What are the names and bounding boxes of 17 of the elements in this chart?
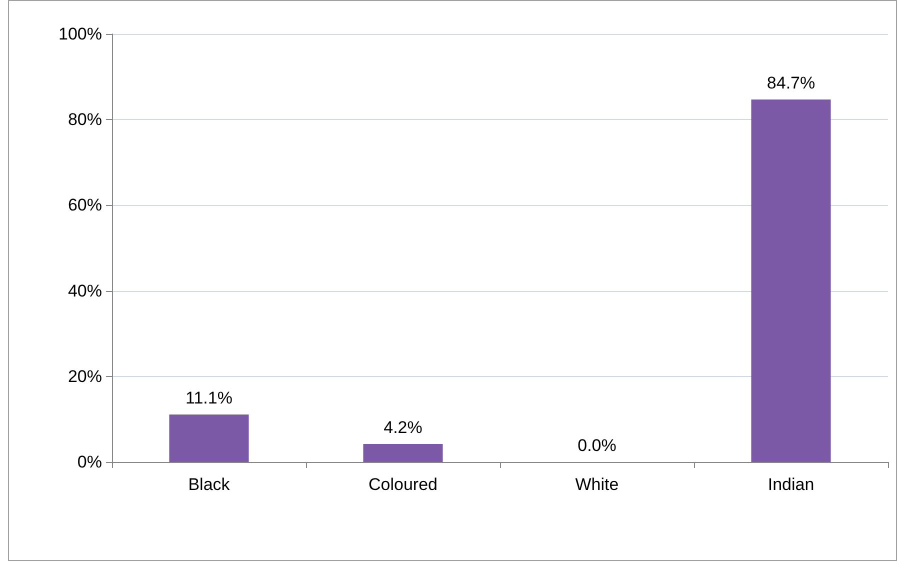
y-tick-label: 100% (58, 24, 102, 44)
data-label: 0.0% (578, 436, 616, 455)
y-tick-label: 20% (68, 366, 102, 386)
x-tick-label: Indian (768, 475, 814, 494)
data-label: 11.1% (186, 388, 232, 408)
bar (751, 99, 831, 462)
y-tick-label: 40% (68, 281, 102, 300)
x-tick-label: Black (188, 475, 230, 494)
bar (363, 444, 443, 462)
y-tick-label: 80% (68, 110, 102, 130)
bar (169, 414, 249, 462)
data-label: 84.7% (766, 73, 816, 92)
data-label: 4.2% (384, 418, 422, 438)
x-tick-label: Coloured (368, 475, 438, 494)
x-tick-label: White (575, 475, 619, 494)
y-tick-label: 60% (68, 196, 102, 215)
y-tick-label: 0% (77, 452, 102, 472)
